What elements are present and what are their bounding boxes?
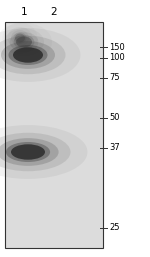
- Ellipse shape: [14, 35, 34, 49]
- Text: 37: 37: [109, 143, 120, 152]
- Ellipse shape: [0, 28, 81, 82]
- Ellipse shape: [0, 138, 59, 166]
- Text: 150: 150: [109, 42, 125, 51]
- Ellipse shape: [11, 30, 29, 46]
- Text: 100: 100: [109, 53, 125, 62]
- Ellipse shape: [11, 144, 45, 160]
- Ellipse shape: [1, 41, 55, 69]
- Ellipse shape: [6, 142, 50, 162]
- Text: 1: 1: [21, 7, 28, 17]
- Ellipse shape: [9, 45, 48, 65]
- Ellipse shape: [0, 36, 66, 74]
- Ellipse shape: [16, 36, 32, 48]
- Text: 25: 25: [109, 224, 120, 233]
- Bar: [5, 22, 103, 248]
- Text: 75: 75: [109, 74, 120, 82]
- Ellipse shape: [0, 133, 70, 171]
- Ellipse shape: [13, 47, 43, 63]
- Ellipse shape: [0, 125, 87, 179]
- Text: 2: 2: [51, 7, 57, 17]
- Text: 50: 50: [109, 114, 120, 123]
- Ellipse shape: [14, 32, 27, 44]
- Ellipse shape: [15, 34, 25, 42]
- Ellipse shape: [10, 32, 38, 52]
- Ellipse shape: [4, 28, 44, 56]
